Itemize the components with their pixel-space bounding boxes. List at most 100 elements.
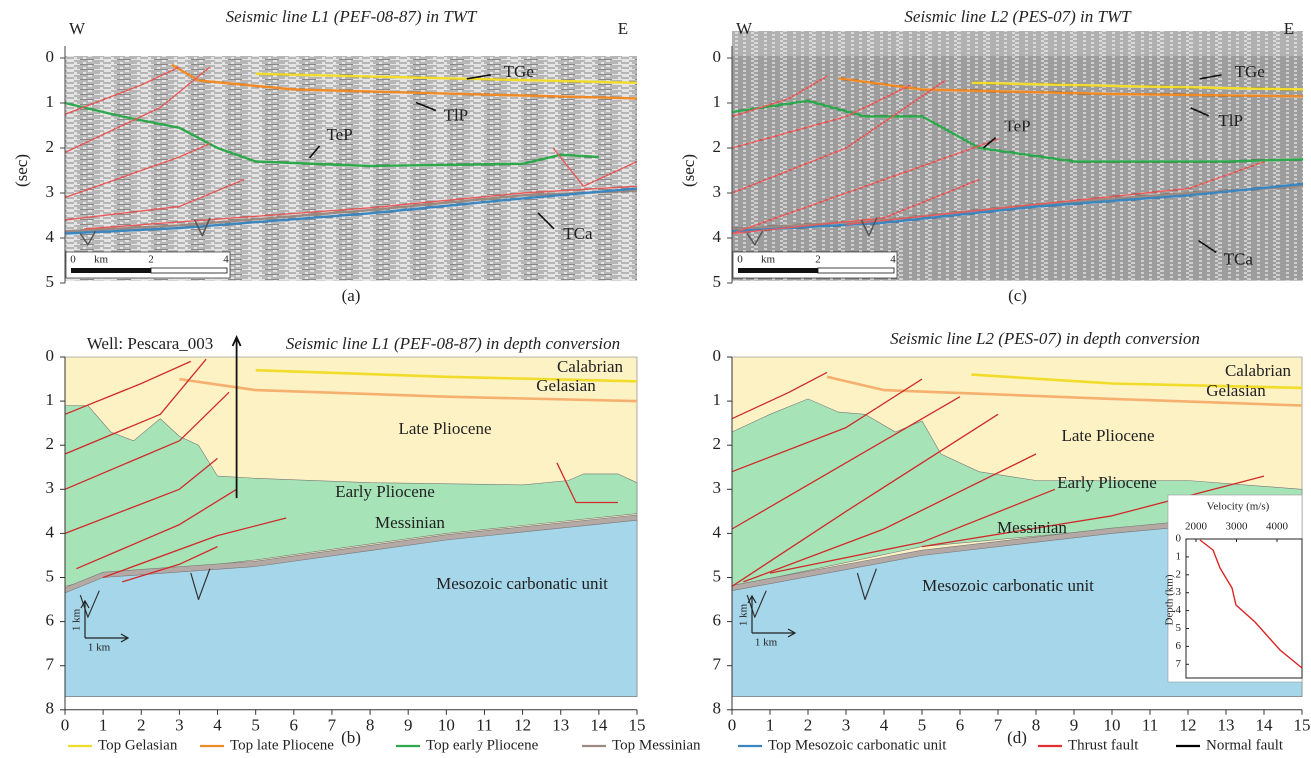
thrust-fault xyxy=(84,185,638,230)
inset-y-tick-label: 5 xyxy=(1176,622,1182,634)
x-tick-label: 4 xyxy=(880,716,889,735)
scale-box xyxy=(65,251,231,279)
x-tick-label: 11 xyxy=(476,716,492,735)
thrust-fault xyxy=(64,358,207,455)
legend-label: Top Messinian xyxy=(612,737,701,753)
y-tick-label: 5 xyxy=(46,272,55,291)
inset-y-tick-label: 7 xyxy=(1176,658,1182,670)
thrust-fault xyxy=(731,138,999,235)
inset-y-tick-label: 6 xyxy=(1176,640,1182,652)
y-tick-label: 2 xyxy=(713,137,722,156)
scale-black xyxy=(738,268,818,273)
inset-y-tick-label: 2 xyxy=(1176,568,1182,580)
scale-label: 2 xyxy=(148,254,154,266)
thrust-fault xyxy=(731,75,828,118)
y-tick-label: 5 xyxy=(713,272,722,291)
x-tick-label: 13 xyxy=(552,716,569,735)
panel-label: (a) xyxy=(342,286,361,305)
x-tick-label: 2 xyxy=(137,716,146,735)
horizon-label: TGe xyxy=(1235,62,1265,81)
horizon xyxy=(971,81,1304,91)
inset-plot xyxy=(1185,538,1303,679)
unit-label: Gelasian xyxy=(536,376,596,395)
y-axis-label: (sec) xyxy=(12,154,31,187)
unit-label: Calabrian xyxy=(1225,361,1292,380)
scale-box xyxy=(732,251,898,279)
legend-label: Top Mesozoic carbonatic unit xyxy=(768,737,947,753)
horizon xyxy=(64,101,599,168)
legend-label: Normal fault xyxy=(1206,737,1284,753)
normal-fault xyxy=(194,217,211,237)
thrust-fault xyxy=(731,371,828,420)
horizon xyxy=(171,63,638,100)
scale-black xyxy=(71,268,151,273)
thrust-fault xyxy=(102,517,287,579)
inset-y-tick-label: 4 xyxy=(1176,604,1182,616)
inset-x-tick-label: 3000 xyxy=(1226,521,1249,533)
well-arrow xyxy=(231,334,242,499)
unit-label: Late Pliocene xyxy=(399,419,492,438)
x-tick-label: 0 xyxy=(61,716,70,735)
y-tick-label: 0 xyxy=(46,47,55,66)
x-tick-label: 12 xyxy=(1180,716,1197,735)
y-tick-label: 1 xyxy=(713,92,722,111)
scale-label: 1 km xyxy=(88,642,111,654)
x-tick-label: 0 xyxy=(728,716,737,735)
thrust-fault xyxy=(64,457,218,535)
x-tick-label: 8 xyxy=(366,716,375,735)
y-tick-label: 7 xyxy=(46,655,55,674)
y-tick-label: 1 xyxy=(46,390,55,409)
y-tick-label: 2 xyxy=(46,434,55,453)
x-tick-label: 9 xyxy=(1070,716,1079,735)
y-tick-label: 2 xyxy=(46,137,55,156)
unit-label: Calabrian xyxy=(557,357,624,376)
normal-fault xyxy=(746,230,764,246)
unit-label: Early Pliocene xyxy=(335,482,435,501)
thrust-fault xyxy=(64,360,192,415)
x-tick-label: 14 xyxy=(1256,716,1274,735)
scale-label: km xyxy=(94,254,109,266)
scale-label: 0 xyxy=(737,254,743,266)
normal-fault xyxy=(190,568,211,601)
horizon xyxy=(64,189,638,233)
horizon xyxy=(838,77,1304,98)
thrust-fault xyxy=(731,79,946,194)
x-tick-label: 5 xyxy=(918,716,927,735)
y-tick-label: 6 xyxy=(713,611,722,630)
label-arrow xyxy=(1199,74,1222,80)
scale-label: 1 km xyxy=(738,603,750,626)
inset-y-tick-label: 0 xyxy=(1176,533,1182,545)
scale-label: 1 km xyxy=(71,608,83,631)
thrust-fault xyxy=(731,396,961,530)
unit-label: Late Pliocene xyxy=(1062,426,1155,445)
x-tick-label: 12 xyxy=(514,716,531,735)
velocity-curve xyxy=(1199,539,1303,669)
thrust-fault xyxy=(743,453,1037,583)
x-tick-label: 10 xyxy=(1104,716,1121,735)
y-tick-label: 4 xyxy=(46,522,55,541)
panel-label: (d) xyxy=(1007,728,1027,747)
top-gelasian xyxy=(255,368,638,383)
thrust-fault xyxy=(731,378,923,473)
thrust-fault xyxy=(921,475,1265,548)
x-tick-label: 5 xyxy=(251,716,260,735)
label-arrow xyxy=(308,145,321,159)
west-label: W xyxy=(69,19,86,38)
normal-fault xyxy=(79,590,100,618)
scale-arrows xyxy=(80,599,130,643)
horizon xyxy=(731,99,1304,163)
y-tick-label: 1 xyxy=(713,390,722,409)
panel-label: (b) xyxy=(341,728,361,747)
normal-fault xyxy=(79,230,97,246)
y-tick-label: 4 xyxy=(46,227,55,246)
y-tick-label: 0 xyxy=(46,346,55,365)
thrust-fault xyxy=(64,66,180,115)
x-tick-label: 15 xyxy=(1294,716,1311,735)
x-tick-label: 10 xyxy=(438,716,455,735)
mesozoic-area xyxy=(64,519,638,697)
unit-label: Messinian xyxy=(375,513,445,532)
label-arrow xyxy=(466,74,491,80)
top-late-pliocene xyxy=(826,375,1303,407)
panel-title: Seismic line L1 (PEF-08-87) in depth con… xyxy=(286,334,620,353)
